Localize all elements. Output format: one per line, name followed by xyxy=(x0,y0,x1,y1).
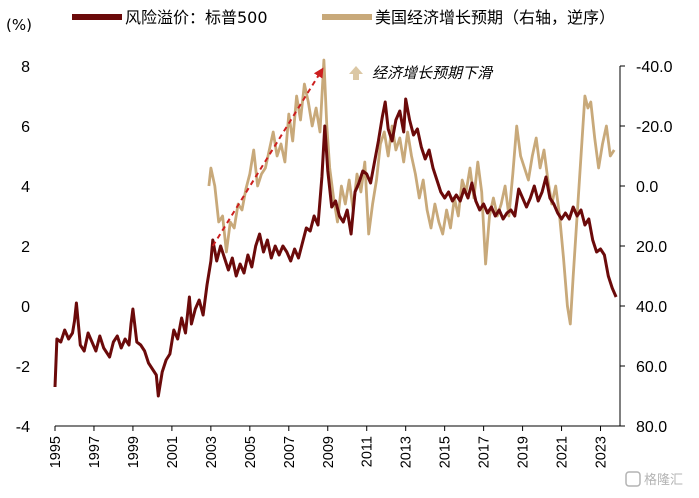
left-tick-label: 2 xyxy=(21,239,30,256)
x-tick-label: 2023 xyxy=(594,436,610,468)
series-layer xyxy=(53,58,618,398)
x-tick-label: 2017 xyxy=(477,436,493,468)
x-tick-label: 2007 xyxy=(282,436,298,468)
annotation-text: 经济增长预期下滑 xyxy=(372,64,494,82)
legend: 风险溢价：标普500 美国经济增长预期（右轴，逆序） xyxy=(72,8,615,27)
watermark-logo-icon xyxy=(625,471,641,487)
left-tick-label: -4 xyxy=(16,419,30,436)
right-tick-label: 80.0 xyxy=(636,419,667,436)
x-tick-label: 1999 xyxy=(126,436,142,468)
left-axis-ticks: -4 -2 0 2 4 6 8 xyxy=(16,59,30,436)
right-tick-label: 20.0 xyxy=(636,239,667,256)
left-tick-label: 8 xyxy=(21,59,30,76)
x-tick-label: 2009 xyxy=(321,436,337,468)
left-tick-label: 6 xyxy=(21,119,30,136)
x-tick-label: 2001 xyxy=(165,436,181,468)
x-tick-label: 1997 xyxy=(87,436,103,468)
right-tick-label: 0.0 xyxy=(636,179,658,196)
right-tick-label: 60.0 xyxy=(636,359,667,376)
x-tick-label: 2011 xyxy=(360,436,376,467)
right-axis-ticks: -40.0 -20.0 0.0 20.0 40.0 60.0 80.0 xyxy=(620,59,673,436)
series-growth-expectation-line xyxy=(207,58,616,326)
x-tick-label: 2021 xyxy=(555,436,571,468)
left-tick-label: 0 xyxy=(21,299,30,316)
legend-label-growth-expectation: 美国经济增长预期（右轴，逆序） xyxy=(375,8,615,27)
x-axis-ticks: 1995 1997 1999 2001 2003 2005 2007 2009 2011 2013… xyxy=(48,426,610,468)
x-tick-label: 2003 xyxy=(204,436,220,468)
watermark: 格隆汇 xyxy=(625,471,683,488)
x-tick-label: 2005 xyxy=(243,436,259,468)
watermark-text: 格隆汇 xyxy=(644,472,683,488)
left-axis-unit: (%) xyxy=(6,16,32,34)
x-tick-label: 2019 xyxy=(516,436,532,468)
right-tick-label: 40.0 xyxy=(636,299,667,316)
right-tick-label: -20.0 xyxy=(636,119,673,136)
left-tick-label: 4 xyxy=(21,179,30,196)
left-tick-label: -2 xyxy=(16,359,30,376)
x-tick-label: 2013 xyxy=(399,436,415,468)
x-tick-label: 1995 xyxy=(48,436,64,468)
series-risk-premium-line xyxy=(53,97,618,398)
up-arrow-icon xyxy=(349,66,363,80)
right-tick-label: -40.0 xyxy=(636,59,673,76)
legend-label-risk-premium: 风险溢价：标普500 xyxy=(125,8,268,27)
x-tick-label: 2015 xyxy=(438,436,454,468)
trend-arrow xyxy=(211,67,324,247)
annotation: 经济增长预期下滑 xyxy=(349,64,494,82)
